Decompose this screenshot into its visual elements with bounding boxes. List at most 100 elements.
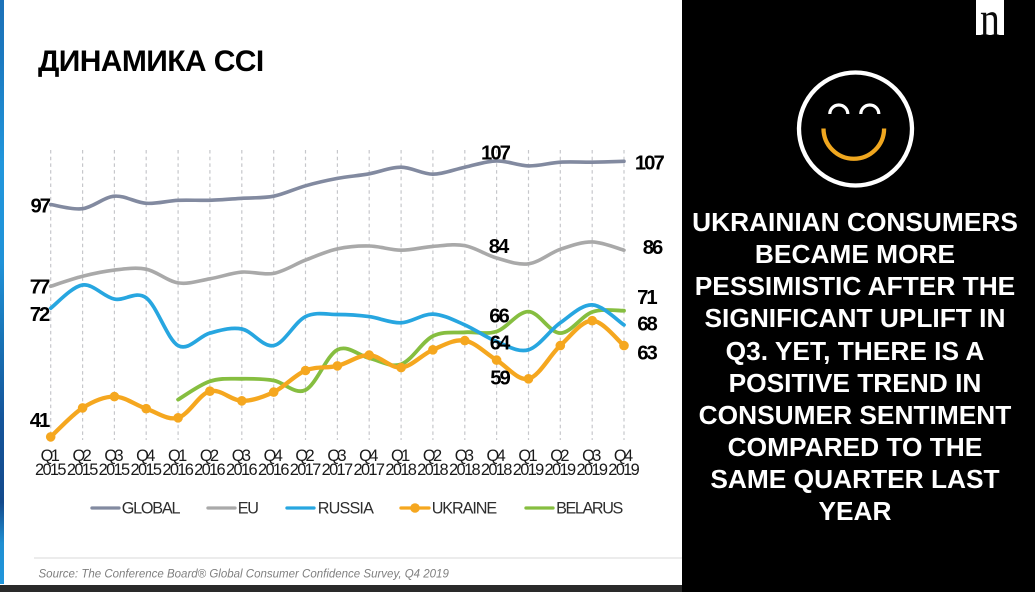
svg-text:Source: The Conference Board®: Source: The Conference Board® Global Con… [39,569,450,581]
svg-text:8: 8 [440,461,449,479]
svg-text:7: 7 [312,461,321,479]
svg-text:0: 0 [552,461,561,479]
svg-text:6: 6 [280,461,289,479]
svg-text:Q: Q [136,447,149,465]
svg-text:0: 0 [488,461,497,479]
svg-text:2: 2 [258,461,267,479]
svg-text:8: 8 [489,236,500,258]
svg-text:3: 3 [114,447,123,465]
svg-text:1: 1 [401,447,410,465]
svg-text:0: 0 [265,461,274,479]
svg-text:2: 2 [417,461,426,479]
svg-text:0: 0 [616,461,625,479]
svg-text:6: 6 [490,333,501,355]
svg-text:2: 2 [385,461,394,479]
svg-text:1: 1 [50,461,59,479]
svg-text:1: 1 [177,461,186,479]
svg-text:5: 5 [490,368,501,390]
svg-text:8: 8 [643,237,654,259]
svg-text:7: 7 [344,461,353,479]
svg-text:2: 2 [353,461,362,479]
svg-text:1: 1 [39,410,50,432]
svg-text:Q: Q [391,447,404,465]
svg-text:UKRAINE: UKRAINE [432,500,498,518]
svg-text:0: 0 [520,461,529,479]
svg-text:GLOBAL: GLOBAL [122,500,181,518]
svg-text:1: 1 [400,461,409,479]
svg-text:1: 1 [646,287,657,309]
svg-text:Q: Q [232,447,245,465]
svg-text:1: 1 [241,461,250,479]
svg-text:2: 2 [130,461,139,479]
svg-text:2: 2 [194,461,203,479]
svg-text:1: 1 [51,447,60,465]
svg-text:7: 7 [653,153,664,175]
svg-text:0: 0 [393,461,402,479]
svg-text:Q: Q [73,447,86,465]
svg-text:7: 7 [40,196,51,218]
svg-text:1: 1 [496,461,505,479]
svg-text:2: 2 [560,447,569,465]
svg-text:0: 0 [584,461,593,479]
svg-text:Q: Q [104,447,117,465]
svg-text:1: 1 [481,143,492,165]
svg-text:5: 5 [89,461,98,479]
svg-text:6: 6 [637,314,648,336]
svg-text:2: 2 [433,447,442,465]
svg-text:6: 6 [652,237,663,259]
svg-text:0: 0 [361,461,370,479]
svg-text:3: 3 [646,343,657,365]
svg-text:Q: Q [550,447,563,465]
svg-text:7: 7 [39,277,50,299]
svg-text:0: 0 [457,461,466,479]
svg-text:7: 7 [637,287,648,309]
svg-text:4: 4 [274,447,283,465]
svg-text:3: 3 [592,447,601,465]
svg-text:1: 1 [432,461,441,479]
svg-text:2: 2 [67,461,76,479]
svg-text:RUSSIA: RUSSIA [318,500,374,518]
svg-text:2: 2 [513,461,522,479]
svg-text:2: 2 [481,461,490,479]
svg-text:3: 3 [337,447,346,465]
svg-text:EU: EU [238,500,259,518]
svg-text:2: 2 [99,461,108,479]
svg-text:9: 9 [535,461,544,479]
svg-text:1: 1 [529,447,538,465]
svg-text:2: 2 [608,461,617,479]
svg-text:6: 6 [498,306,509,328]
svg-text:1: 1 [623,461,632,479]
svg-text:Q: Q [518,447,531,465]
svg-text:Q: Q [200,447,213,465]
svg-text:2: 2 [290,461,299,479]
svg-text:9: 9 [631,461,640,479]
svg-text:Q: Q [614,447,627,465]
svg-text:2: 2 [210,447,219,465]
svg-text:2: 2 [35,461,44,479]
svg-text:8: 8 [471,461,480,479]
svg-text:Q: Q [455,447,468,465]
svg-text:Q: Q [423,447,436,465]
svg-text:1: 1 [273,461,282,479]
svg-text:2: 2 [449,461,458,479]
svg-text:9: 9 [567,461,576,479]
svg-text:0: 0 [297,461,306,479]
svg-text:8: 8 [408,461,417,479]
svg-text:1: 1 [82,461,91,479]
svg-text:8: 8 [646,314,657,336]
svg-text:Q: Q [359,447,372,465]
svg-text:4: 4 [624,447,633,465]
svg-text:7: 7 [30,304,41,326]
svg-text:1: 1 [114,461,123,479]
svg-text:0: 0 [42,461,51,479]
svg-text:5: 5 [153,461,162,479]
svg-text:2: 2 [576,461,585,479]
svg-text:2: 2 [39,304,50,326]
svg-text:0: 0 [329,461,338,479]
svg-text:1: 1 [591,461,600,479]
svg-text:5: 5 [57,461,66,479]
svg-text:3: 3 [465,447,474,465]
svg-text:6: 6 [489,306,500,328]
svg-text:6: 6 [217,461,226,479]
svg-text:1: 1 [368,461,377,479]
